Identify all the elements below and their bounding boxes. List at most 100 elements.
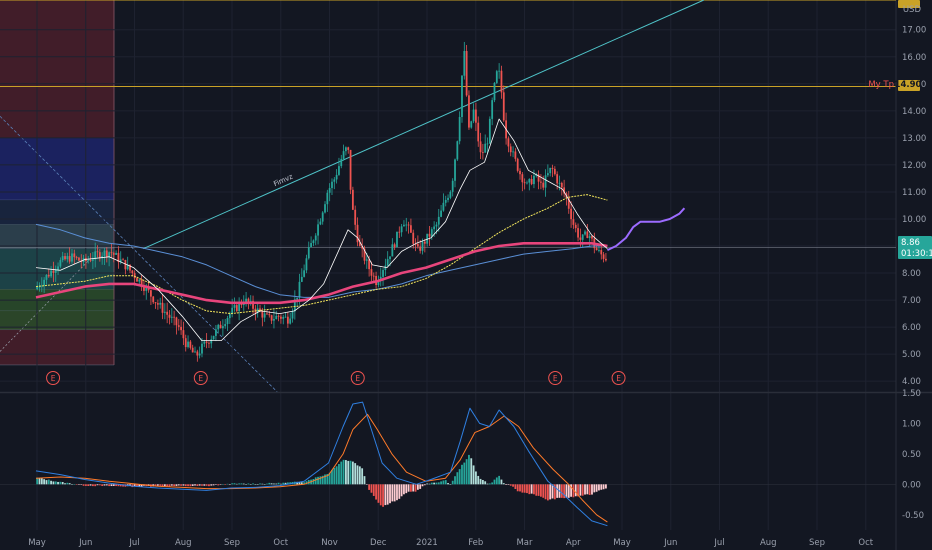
macd-signal-line <box>35 413 608 523</box>
macd-histogram-bar <box>500 479 503 485</box>
candle-body <box>259 308 261 312</box>
macd-histogram-bar <box>300 482 303 485</box>
candle-body <box>219 324 222 329</box>
earnings-marker-label: E <box>553 374 558 383</box>
horizontal-lines[interactable] <box>0 0 896 248</box>
price-tick-label: 12.00 <box>902 161 926 171</box>
candle-body <box>89 260 92 261</box>
candle-body <box>377 280 380 286</box>
macd-histogram-bar <box>73 484 76 485</box>
macd-histogram-bar <box>221 483 224 485</box>
candle-body <box>416 243 419 247</box>
candle-body <box>289 318 292 324</box>
candle-body <box>233 305 236 308</box>
macd-histogram-bar <box>535 484 538 496</box>
candle-body <box>140 279 143 288</box>
macd-histogram-bar <box>91 484 94 487</box>
candle-body <box>177 325 180 327</box>
macd-histogram-bar <box>514 484 517 489</box>
candle-body <box>574 224 577 229</box>
candle-body <box>203 341 206 344</box>
price-tick-label: 13.00 <box>902 134 926 144</box>
candle-body <box>143 287 145 291</box>
candle-body <box>472 109 475 122</box>
macd-histogram-bar <box>117 484 120 487</box>
macd-histogram-bar <box>447 483 449 485</box>
macd-histogram-bar <box>205 484 208 486</box>
macd-tick-label: 0.00 <box>902 480 921 490</box>
candle-body <box>98 252 101 259</box>
earnings-marker-label: E <box>198 374 203 383</box>
candle-body <box>347 147 350 150</box>
macd-histogram-bar <box>247 483 250 485</box>
macd-histogram-bar <box>396 484 398 501</box>
price-tick-label: 14.00 <box>902 107 926 117</box>
macd-histogram-bar <box>50 480 52 485</box>
candle-body <box>266 313 268 315</box>
candle-body <box>465 50 468 96</box>
candle-body <box>563 187 566 194</box>
candle-body <box>64 256 66 260</box>
candle-body <box>579 237 582 240</box>
macd-histogram-bar <box>440 481 442 485</box>
fib-trend-line <box>0 115 278 393</box>
candle-body <box>428 233 431 237</box>
macd-histogram-bar <box>472 465 475 485</box>
candle-body <box>423 241 426 244</box>
macd-histogram-bar <box>463 462 466 485</box>
candle-body <box>314 235 317 241</box>
candle-body <box>50 270 52 277</box>
macd-histogram-bar <box>393 484 396 502</box>
macd-histogram-bar <box>433 482 436 485</box>
candle-body <box>495 71 498 83</box>
macd-histogram-bar <box>61 481 64 485</box>
macd-histogram-bar <box>572 484 575 498</box>
currency-label: USD <box>903 5 922 15</box>
candle-body <box>310 243 312 248</box>
candle-body <box>273 319 275 321</box>
candle-body <box>398 231 401 233</box>
macd-histogram-bar <box>233 483 236 485</box>
macd-histogram-bar <box>115 484 117 487</box>
candle-body <box>333 179 336 182</box>
earnings-marker <box>611 371 626 385</box>
macd-histogram-bar <box>219 484 222 485</box>
macd-histogram-bar <box>519 484 521 492</box>
time-tick-label: Jul <box>713 538 724 548</box>
macd-histogram-bar <box>477 475 480 485</box>
macd-histogram-bar <box>224 484 227 485</box>
time-tick-label: Oct <box>858 538 873 548</box>
time-tick-label: May <box>613 538 631 548</box>
macd-histogram-bar <box>212 484 215 486</box>
candle-body <box>226 318 229 325</box>
time-axis[interactable]: May Jun Jul Aug Sep Oct Nov Dec 2021 Feb Mar Apr May… <box>28 538 874 548</box>
macd-histogram-bar <box>52 481 55 485</box>
candle-body <box>326 192 329 205</box>
macd-histogram-bar <box>119 484 122 487</box>
tp-badge-top <box>898 0 920 8</box>
moving-averages[interactable] <box>35 118 686 342</box>
candle-body <box>319 221 322 225</box>
macd-histogram-bar <box>593 484 596 493</box>
macd-histogram-bar <box>354 463 357 485</box>
macd-histogram-bar <box>581 484 584 496</box>
candle-body <box>493 82 496 101</box>
candle-body <box>551 167 554 169</box>
macd-histogram-bar <box>166 484 169 487</box>
macd-pane[interactable] <box>0 401 896 527</box>
macd-histogram-bar <box>282 482 285 485</box>
macd-histogram-bar <box>365 484 368 485</box>
candle-body <box>444 199 447 203</box>
candle-body <box>486 143 489 145</box>
candle-body <box>170 316 173 318</box>
candle-body <box>91 259 94 261</box>
candle-body <box>586 231 589 238</box>
fib-zone-3 <box>0 200 114 225</box>
macd-histogram-bar <box>379 484 382 506</box>
time-tick-label: Mar <box>516 538 533 548</box>
candle-body <box>514 151 517 159</box>
candle-body <box>198 353 201 356</box>
candle-body <box>317 224 319 236</box>
